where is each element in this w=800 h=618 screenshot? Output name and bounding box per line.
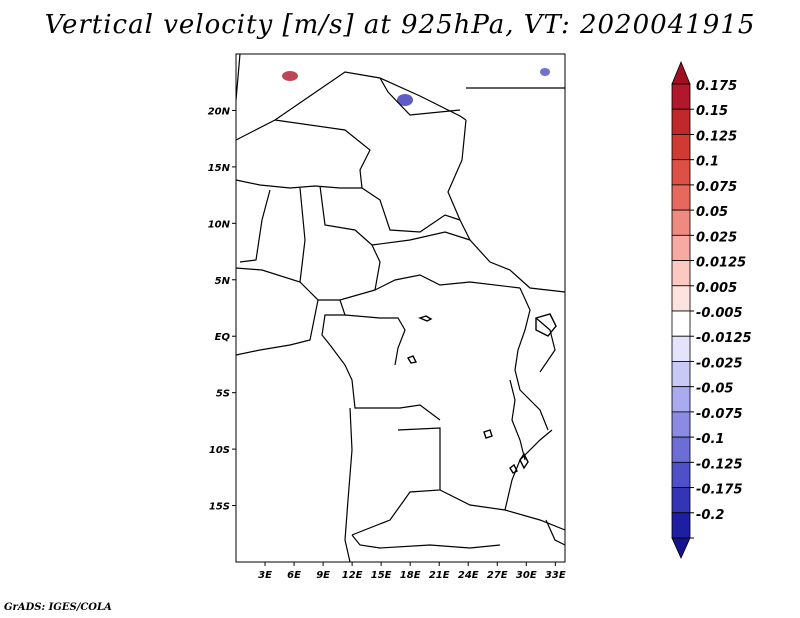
lat-tick-label: 5S xyxy=(216,389,230,400)
colorbar-swatch xyxy=(671,512,691,539)
colorbar-swatch xyxy=(671,411,691,438)
lat-tick-label: 10N xyxy=(208,219,231,230)
colorbar: 0.175 0.15 0.125 0.1 0.075 0.05 0.025 0.0125 0.0… xyxy=(671,60,752,559)
lon-tick-label: 18E xyxy=(400,570,421,581)
velocity-field xyxy=(236,54,565,562)
lon-tick-label: 12E xyxy=(342,570,363,581)
colorbar-swatch xyxy=(671,461,691,488)
colorbar-label: 0.0125 xyxy=(696,256,746,271)
footer-credit: GrADS: IGES/COLA xyxy=(4,602,112,613)
lon-tick-label: 6E xyxy=(287,570,301,581)
lon-tick-label: 3E xyxy=(258,570,272,581)
colorbar-swatch xyxy=(671,159,691,186)
lon-tick-label: 27E xyxy=(487,570,508,581)
colorbar-swatch xyxy=(671,234,691,261)
lon-tick-label: 33E xyxy=(545,570,566,581)
lat-tick-label: EQ xyxy=(215,332,231,343)
lon-tick-label: 21E xyxy=(429,570,450,581)
lon-tick-label: 9E xyxy=(316,570,330,581)
longitude-axis: 3E 6E 9E 12E 15E 18E 21E 24E 27E 30E 33E xyxy=(258,562,566,581)
latitude-axis: 20N 15N 10N 5N EQ 5S 10S 15S xyxy=(208,106,236,513)
colorbar-label: 0.1 xyxy=(696,155,719,170)
lat-tick-label: 15N xyxy=(208,163,231,174)
lat-tick-label: 10S xyxy=(209,445,230,456)
colorbar-swatch xyxy=(671,487,691,514)
colorbar-swatch xyxy=(671,184,691,211)
colorbar-swatch xyxy=(671,83,691,110)
colorbar-label: 0.175 xyxy=(696,79,737,94)
colorbar-label: -0.005 xyxy=(696,306,743,321)
colorbar-swatch xyxy=(671,335,691,362)
colorbar-label: 0.05 xyxy=(696,205,728,220)
colorbar-swatch xyxy=(671,209,691,236)
lakes xyxy=(406,313,557,474)
colorbar-label: 0.075 xyxy=(696,180,737,195)
colorbar-swatch xyxy=(671,436,691,463)
colorbar-label: -0.0125 xyxy=(696,331,752,346)
colorbar-label: -0.125 xyxy=(696,457,743,472)
colorbar-label: -0.075 xyxy=(696,407,743,422)
lat-tick-label: 5N xyxy=(215,276,231,287)
lon-tick-label: 30E xyxy=(516,570,537,581)
colorbar-label: 0.125 xyxy=(696,129,737,144)
lat-tick-label: 15S xyxy=(209,502,230,513)
colorbar-swatch xyxy=(671,285,691,312)
colorbar-label: -0.2 xyxy=(696,508,724,523)
colorbar-bottom-arrow xyxy=(671,537,691,559)
lon-tick-label: 24E xyxy=(458,570,479,581)
plot-frame xyxy=(235,53,566,563)
colorbar-swatch xyxy=(671,310,691,337)
colorbar-label: 0.005 xyxy=(696,281,737,296)
colorbar-label: -0.175 xyxy=(696,483,743,498)
country-boundaries xyxy=(236,54,565,562)
colorbar-swatch xyxy=(671,108,691,135)
colorbar-swatch xyxy=(671,386,691,413)
colorbar-label: 0.15 xyxy=(696,104,728,119)
colorbar-label: -0.1 xyxy=(696,432,724,447)
colorbar-swatch xyxy=(671,260,691,287)
colorbar-label: -0.025 xyxy=(696,356,743,371)
colorbar-label: -0.05 xyxy=(696,382,733,397)
lon-tick-label: 15E xyxy=(371,570,392,581)
colorbar-top-arrow xyxy=(671,60,691,85)
map-title: Vertical velocity [m/s] at 925hPa, VT: 2… xyxy=(44,10,756,40)
colorbar-swatch xyxy=(671,134,691,161)
colorbar-label: 0.025 xyxy=(696,230,737,245)
colorbar-swatch xyxy=(671,361,691,388)
lat-tick-label: 20N xyxy=(208,106,231,117)
